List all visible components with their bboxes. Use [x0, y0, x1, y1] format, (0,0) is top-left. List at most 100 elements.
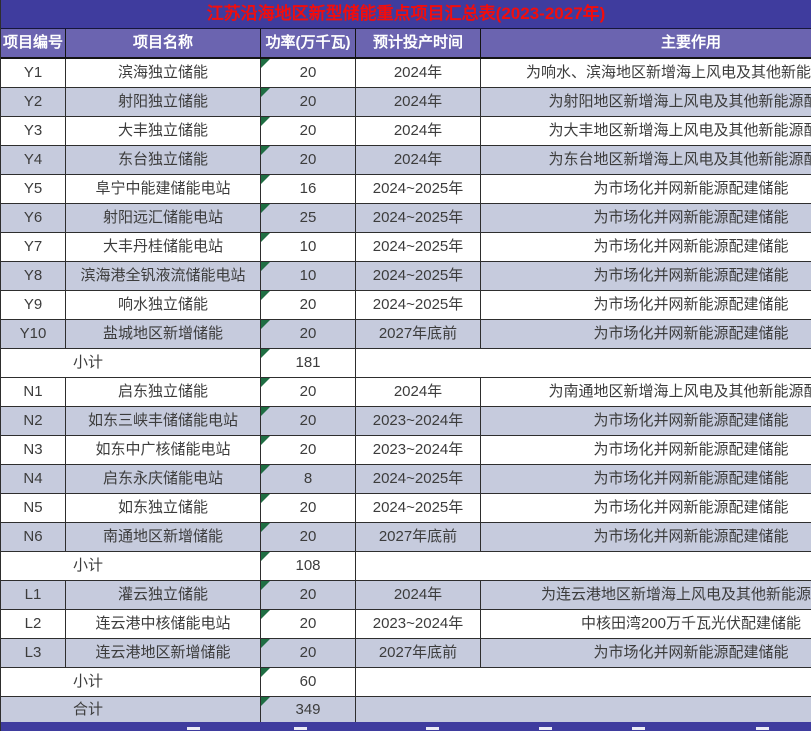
power-cell[interactable]: 20 — [261, 610, 356, 638]
empty-merged-cell[interactable] — [356, 697, 811, 722]
power-cell[interactable]: 60 — [261, 668, 356, 696]
project-name-cell[interactable]: 灌云独立储能 — [66, 581, 261, 609]
project-id-cell[interactable]: N1 — [1, 378, 66, 406]
role-cell[interactable]: 为市场化并网新能源配建储能 — [593, 644, 789, 661]
time-cell[interactable]: 2027年底前 — [356, 320, 481, 348]
project-name-cell[interactable]: 南通地区新增储能 — [66, 523, 261, 551]
project-id-cell[interactable]: N4 — [1, 465, 66, 493]
role-cell[interactable]: 为市场化并网新能源配建储能 — [593, 441, 789, 458]
power-cell[interactable]: 20 — [261, 88, 356, 116]
project-name-cell[interactable]: 大丰丹桂储能电站 — [66, 233, 261, 261]
power-cell[interactable]: 16 — [261, 175, 356, 203]
column-header-power[interactable]: 功率(万千瓦) — [261, 29, 356, 57]
project-name-cell[interactable]: 射阳远汇储能电站 — [66, 204, 261, 232]
power-cell[interactable]: 20 — [261, 146, 356, 174]
column-header-role[interactable]: 主要作用 — [660, 34, 721, 51]
project-id-cell[interactable]: Y5 — [1, 175, 66, 203]
subtotal-label-cell[interactable]: 小计 — [1, 349, 261, 377]
project-name-cell[interactable]: 东台独立储能 — [66, 146, 261, 174]
power-cell[interactable]: 20 — [261, 117, 356, 145]
power-cell[interactable]: 20 — [261, 436, 356, 464]
power-cell[interactable]: 20 — [261, 59, 356, 87]
role-cell[interactable]: 为市场化并网新能源配建储能 — [593, 325, 789, 342]
role-cell[interactable]: 为市场化并网新能源配建储能 — [593, 267, 789, 284]
project-id-cell[interactable]: N3 — [1, 436, 66, 464]
role-cell[interactable]: 为市场化并网新能源配建储能 — [593, 412, 789, 429]
time-cell[interactable]: 2024年 — [356, 146, 481, 174]
role-cell[interactable]: 为市场化并网新能源配建储能 — [593, 528, 789, 545]
role-cell[interactable]: 中核田湾200万千瓦光伏配建储能 — [580, 615, 802, 632]
role-cell[interactable]: 为市场化并网新能源配建储能 — [593, 238, 789, 255]
time-cell[interactable]: 2024~2025年 — [356, 465, 481, 493]
role-cell[interactable]: 为南通地区新增海上风电及其他新能源配套 — [548, 383, 811, 400]
time-cell[interactable]: 2023~2024年 — [356, 610, 481, 638]
power-cell[interactable]: 25 — [261, 204, 356, 232]
project-id-cell[interactable]: N2 — [1, 407, 66, 435]
power-cell[interactable]: 10 — [261, 233, 356, 261]
time-cell[interactable]: 2027年底前 — [356, 639, 481, 667]
project-name-cell[interactable]: 连云港地区新增储能 — [66, 639, 261, 667]
power-cell[interactable]: 8 — [261, 465, 356, 493]
time-cell[interactable]: 2024年 — [356, 59, 481, 87]
time-cell[interactable]: 2024年 — [356, 88, 481, 116]
power-cell[interactable]: 20 — [261, 378, 356, 406]
role-cell[interactable]: 为大丰地区新增海上风电及其他新能源配套 — [548, 122, 811, 139]
subtotal-label-cell[interactable]: 小计 — [1, 668, 261, 696]
time-cell[interactable]: 2027年底前 — [356, 523, 481, 551]
power-cell[interactable]: 10 — [261, 262, 356, 290]
project-id-cell[interactable]: L1 — [1, 581, 66, 609]
project-id-cell[interactable]: Y3 — [1, 117, 66, 145]
time-cell[interactable]: 2024年 — [356, 378, 481, 406]
column-header-time[interactable]: 预计投产时间 — [356, 29, 481, 57]
project-id-cell[interactable]: Y8 — [1, 262, 66, 290]
project-id-cell[interactable]: Y10 — [1, 320, 66, 348]
time-cell[interactable]: 2024~2025年 — [356, 291, 481, 319]
project-id-cell[interactable]: Y2 — [1, 88, 66, 116]
project-name-cell[interactable]: 阜宁中能建储能电站 — [66, 175, 261, 203]
power-cell[interactable]: 349 — [261, 697, 356, 722]
power-cell[interactable]: 181 — [261, 349, 356, 377]
column-header-project-name[interactable]: 项目名称 — [66, 29, 261, 57]
role-cell[interactable]: 为连云港地区新增海上风电及其他新能源配套 — [540, 586, 811, 603]
project-id-cell[interactable]: Y9 — [1, 291, 66, 319]
power-cell[interactable]: 20 — [261, 523, 356, 551]
power-cell[interactable]: 20 — [261, 407, 356, 435]
role-cell[interactable]: 为市场化并网新能源配建储能 — [593, 499, 789, 516]
project-name-cell[interactable]: 如东中广核储能电站 — [66, 436, 261, 464]
time-cell[interactable]: 2024~2025年 — [356, 175, 481, 203]
project-name-cell[interactable]: 盐城地区新增储能 — [66, 320, 261, 348]
power-cell[interactable]: 20 — [261, 494, 356, 522]
subtotal-label-cell[interactable]: 合计 — [1, 697, 261, 722]
project-name-cell[interactable]: 大丰独立储能 — [66, 117, 261, 145]
power-cell[interactable]: 20 — [261, 320, 356, 348]
power-cell[interactable]: 20 — [261, 581, 356, 609]
empty-merged-cell[interactable] — [356, 668, 811, 696]
role-cell[interactable]: 为射阳地区新增海上风电及其他新能源配套 — [548, 93, 811, 110]
role-cell[interactable]: 为市场化并网新能源配建储能 — [593, 180, 789, 197]
project-name-cell[interactable]: 射阳独立储能 — [66, 88, 261, 116]
project-id-cell[interactable]: L3 — [1, 639, 66, 667]
role-cell[interactable]: 为响水、滨海地区新增海上风电及其他新能源配套 — [525, 64, 811, 81]
role-cell[interactable]: 为东台地区新增海上风电及其他新能源配套 — [548, 151, 811, 168]
column-header-project-id[interactable]: 项目编号 — [1, 29, 66, 57]
project-id-cell[interactable]: Y1 — [1, 59, 66, 87]
time-cell[interactable]: 2024~2025年 — [356, 233, 481, 261]
project-name-cell[interactable]: 响水独立储能 — [66, 291, 261, 319]
time-cell[interactable]: 2023~2024年 — [356, 407, 481, 435]
table-title[interactable]: 江苏沿海地区新型储能重点项目汇总表(2023-2027年) — [1, 0, 811, 29]
power-cell[interactable]: 20 — [261, 291, 356, 319]
empty-merged-cell[interactable] — [356, 349, 811, 377]
project-name-cell[interactable]: 如东独立储能 — [66, 494, 261, 522]
time-cell[interactable]: 2024年 — [356, 117, 481, 145]
role-cell[interactable]: 为市场化并网新能源配建储能 — [593, 296, 789, 313]
project-name-cell[interactable]: 连云港中核储能电站 — [66, 610, 261, 638]
role-cell[interactable]: 为市场化并网新能源配建储能 — [593, 470, 789, 487]
project-name-cell[interactable]: 滨海港全钒液流储能电站 — [66, 262, 261, 290]
project-name-cell[interactable]: 滨海独立储能 — [66, 59, 261, 87]
time-cell[interactable]: 2024年 — [356, 581, 481, 609]
project-id-cell[interactable]: N6 — [1, 523, 66, 551]
power-cell[interactable]: 108 — [261, 552, 356, 580]
role-cell[interactable]: 为市场化并网新能源配建储能 — [593, 209, 789, 226]
project-name-cell[interactable]: 启东永庆储能电站 — [66, 465, 261, 493]
project-id-cell[interactable]: Y4 — [1, 146, 66, 174]
